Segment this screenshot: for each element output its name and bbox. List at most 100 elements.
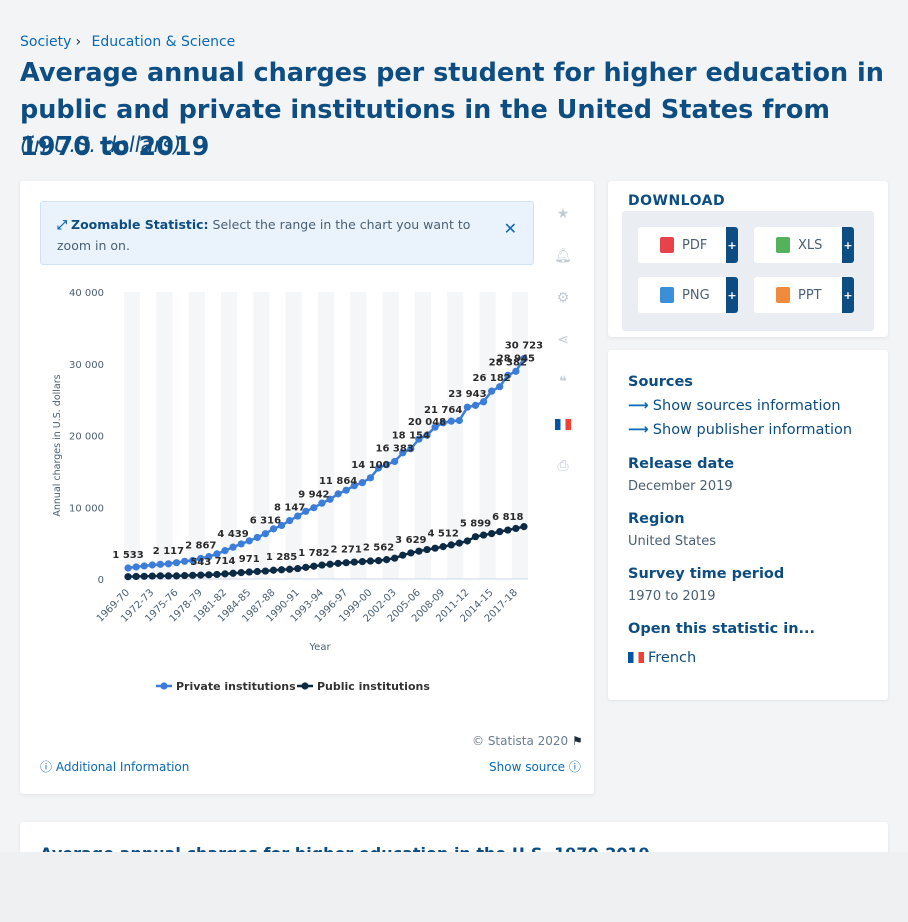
quote-icon[interactable]: ❝: [545, 364, 581, 400]
column-band: [414, 292, 432, 579]
data-label: 6 818: [492, 512, 523, 523]
column-band: [220, 292, 238, 579]
data-point-public-institutions: [399, 551, 407, 559]
data-label: 9 942: [298, 490, 329, 501]
zoom-notice-text: Select the range in the chart you want t…: [57, 217, 471, 253]
data-point-public-institutions: [172, 572, 181, 580]
data-point-public-institutions: [277, 566, 286, 574]
legend-marker: [301, 682, 309, 690]
flag-report-icon[interactable]: ⚑: [572, 734, 583, 748]
data-point-private-institutions: [124, 564, 132, 572]
close-icon[interactable]: ✕: [503, 219, 517, 238]
data-point-public-institutions: [423, 545, 431, 554]
data-point-private-institutions: [245, 537, 253, 545]
data-point-public-institutions: [455, 539, 463, 547]
breadcrumb-separator: ›: [75, 34, 82, 50]
data-point-public-institutions: [342, 559, 350, 567]
data-point-private-institutions: [463, 403, 471, 411]
plus-icon[interactable]: +: [842, 277, 854, 313]
breadcrumb-society[interactable]: Society: [20, 34, 72, 50]
survey-period-label: Survey time period: [628, 566, 785, 582]
data-point-private-institutions: [286, 516, 294, 525]
data-point-private-institutions: [479, 398, 488, 406]
column-band: [253, 292, 270, 579]
data-label: 5 899: [460, 519, 491, 530]
data-point-private-institutions: [277, 521, 286, 530]
column-band: [382, 292, 399, 579]
data-point-private-institutions: [189, 556, 197, 565]
data-label: 14 100: [351, 460, 389, 471]
data-point-public-institutions: [326, 560, 334, 568]
survey-period-value: 1970 to 2019: [628, 589, 716, 604]
print-icon[interactable]: ⎙: [545, 448, 581, 484]
show-sources-link[interactable]: ⟶ Show sources information: [628, 398, 841, 414]
data-label: 2 271: [331, 545, 362, 556]
data-point-public-institutions: [391, 554, 399, 562]
plus-icon[interactable]: +: [726, 277, 738, 313]
download-xls-button[interactable]: XLS +: [754, 227, 854, 263]
arrow-right-icon: ⟶: [628, 398, 649, 414]
data-label: 2 562: [363, 543, 394, 554]
plus-icon[interactable]: +: [726, 227, 738, 263]
breadcrumb-education-science[interactable]: Education & Science: [91, 34, 236, 50]
breadcrumb: Society › Education & Science: [20, 34, 235, 50]
column-band: [285, 292, 302, 579]
legend-label: Private institutions: [176, 680, 296, 693]
data-point-public-institutions: [471, 533, 480, 541]
french-flag-icon[interactable]: [545, 406, 581, 442]
data-label: 26 182: [472, 373, 510, 384]
plus-icon[interactable]: +: [842, 227, 854, 263]
info-icon: ⓘ: [40, 760, 53, 774]
data-point-public-institutions: [205, 571, 213, 579]
data-point-public-institutions: [261, 567, 269, 575]
data-point-private-institutions: [269, 525, 278, 533]
open-statistic-label: Open this statistic in...: [628, 621, 816, 637]
data-point-private-institutions: [156, 560, 164, 568]
copyright[interactable]: © Statista 2020 ⚑: [472, 734, 583, 748]
gear-icon[interactable]: ⚙: [545, 280, 581, 316]
download-ppt-button[interactable]: PPT +: [754, 277, 854, 313]
data-point-private-institutions: [431, 423, 439, 431]
data-label: 2 117: [153, 546, 184, 557]
show-publisher-link[interactable]: ⟶ Show publisher information: [628, 422, 853, 438]
download-pdf-button[interactable]: PDF +: [638, 227, 738, 263]
data-point-public-institutions: [407, 549, 415, 557]
data-point-private-institutions: [391, 457, 399, 466]
ppt-icon: [776, 287, 790, 303]
show-source-link[interactable]: Show source ⓘ: [489, 760, 581, 774]
data-label: 28 382: [489, 357, 527, 368]
data-point-public-institutions: [318, 561, 326, 569]
data-point-public-institutions: [164, 572, 173, 580]
data-point-public-institutions: [431, 544, 439, 552]
data-point-private-institutions: [488, 387, 496, 395]
info-icon: ⓘ: [568, 760, 581, 774]
data-point-public-institutions: [221, 570, 229, 578]
data-label: 6 316: [250, 516, 281, 527]
data-point-public-institutions: [181, 571, 189, 580]
data-point-private-institutions: [302, 507, 310, 515]
data-point-private-institutions: [229, 543, 237, 551]
data-point-private-institutions: [205, 552, 213, 561]
data-point-private-institutions: [334, 490, 342, 498]
data-label: 3 629: [395, 535, 426, 546]
data-point-private-institutions: [407, 445, 415, 453]
star-icon[interactable]: ★: [545, 196, 581, 232]
download-png-button[interactable]: PNG +: [638, 277, 738, 313]
share-icon[interactable]: ⋖: [545, 322, 581, 358]
french-flag-icon: [628, 652, 644, 663]
additional-information-link[interactable]: ⓘ Additional Information: [40, 760, 190, 774]
bell-icon[interactable]: 🔔︎: [545, 238, 581, 274]
page-subtitle: (in U.S. dollars): [20, 133, 182, 157]
data-point-private-institutions: [374, 464, 383, 472]
page-header: Society › Education & Science Average ann…: [0, 0, 908, 170]
data-point-private-institutions: [310, 504, 318, 512]
open-french-link[interactable]: French: [628, 650, 696, 666]
data-point-public-institutions: [512, 524, 520, 533]
data-point-private-institutions: [197, 554, 205, 563]
data-label: 16 383: [376, 443, 414, 454]
data-point-public-institutions: [229, 569, 237, 577]
data-point-public-institutions: [488, 529, 496, 538]
data-point-private-institutions: [366, 474, 375, 482]
data-point-public-institutions: [140, 572, 148, 580]
